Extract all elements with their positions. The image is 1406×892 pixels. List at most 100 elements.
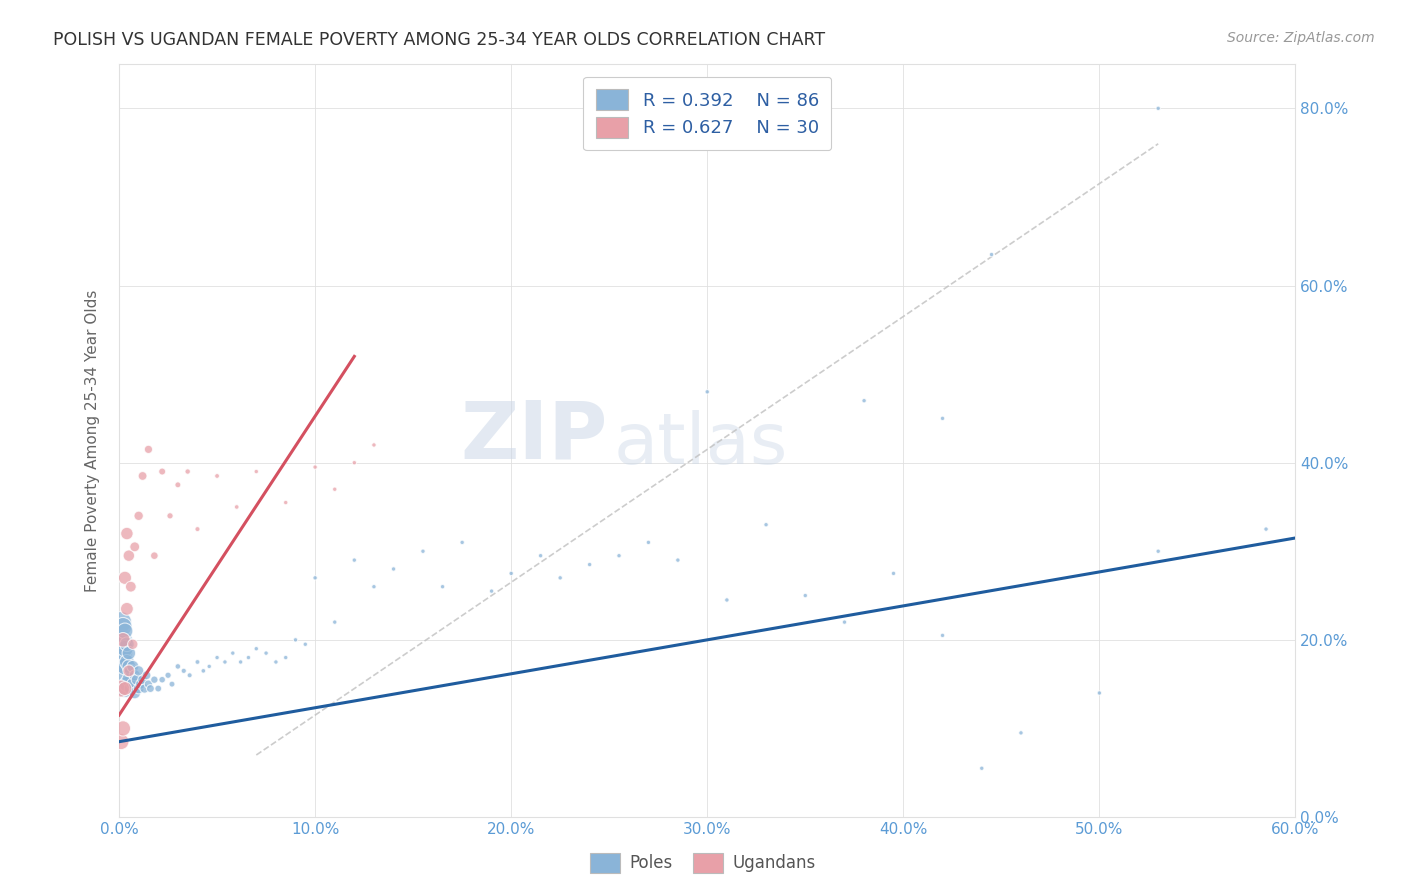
Point [110,655,132,669]
Point [1010,726,1032,740]
Point [666,553,689,567]
Text: Source: ZipAtlas.com: Source: ZipAtlas.com [1227,31,1375,45]
Point [114,624,136,638]
Point [274,495,297,509]
Point [222,646,245,660]
Point [481,584,503,599]
Point [225,500,247,514]
Point [363,580,385,594]
Point [139,681,162,696]
Point [118,659,141,673]
Point [755,517,778,532]
Point [138,442,160,457]
Point [173,664,195,678]
Point [980,247,1002,261]
Point [205,650,228,665]
Point [150,673,173,687]
Point [131,469,153,483]
Point [501,566,523,581]
Point [529,549,551,563]
Point [125,673,148,687]
Point [110,735,132,749]
Point [131,673,153,687]
Point [110,681,132,696]
Point [238,650,260,665]
Point [343,553,366,567]
Point [363,438,385,452]
Point [115,677,138,691]
Legend: Poles, Ugandans: Poles, Ugandans [583,847,823,880]
Point [834,615,856,629]
Point [853,393,876,408]
Point [1088,686,1111,700]
Point [118,646,141,660]
Point [110,615,132,629]
Point [245,465,267,479]
Point [451,535,474,549]
Point [138,677,160,691]
Point [120,664,142,678]
Point [143,673,166,687]
Point [432,580,454,594]
Point [179,668,201,682]
Point [970,761,993,775]
Point [167,659,190,673]
Point [284,632,307,647]
Point [114,659,136,673]
Point [186,522,208,536]
Point [637,535,659,549]
Point [111,619,134,633]
Point [124,540,146,554]
Point [118,664,141,678]
Point [167,478,190,492]
Point [205,469,228,483]
Point [118,549,141,563]
Point [111,722,134,736]
Point [121,659,143,673]
Point [696,384,718,399]
Point [382,562,405,576]
Point [186,655,208,669]
Point [274,650,297,665]
Point [115,637,138,651]
Point [118,673,141,687]
Point [254,646,277,660]
Point [794,589,817,603]
Point [111,646,134,660]
Point [124,686,146,700]
Point [114,681,136,696]
Point [931,628,953,642]
Point [214,655,236,669]
Point [160,677,183,691]
Point [157,668,180,682]
Point [115,655,138,669]
Point [159,508,181,523]
Point [198,659,221,673]
Point [128,681,150,696]
Point [148,681,170,696]
Point [548,571,571,585]
Text: POLISH VS UGANDAN FEMALE POVERTY AMONG 25-34 YEAR OLDS CORRELATION CHART: POLISH VS UGANDAN FEMALE POVERTY AMONG 2… [53,31,825,49]
Point [115,526,138,541]
Point [134,681,156,696]
Point [120,681,142,696]
Point [1147,544,1170,558]
Point [121,637,143,651]
Point [931,411,953,425]
Point [110,637,132,651]
Point [607,549,630,563]
Point [111,632,134,647]
Point [121,677,143,691]
Text: ZIP: ZIP [460,398,607,475]
Point [323,615,346,629]
Point [128,664,150,678]
Point [343,456,366,470]
Point [115,602,138,616]
Point [120,580,142,594]
Point [412,544,434,558]
Point [114,681,136,696]
Legend: R = 0.392    N = 86, R = 0.627    N = 30: R = 0.392 N = 86, R = 0.627 N = 30 [583,77,831,150]
Point [111,632,134,647]
Point [114,571,136,585]
Point [323,482,346,496]
